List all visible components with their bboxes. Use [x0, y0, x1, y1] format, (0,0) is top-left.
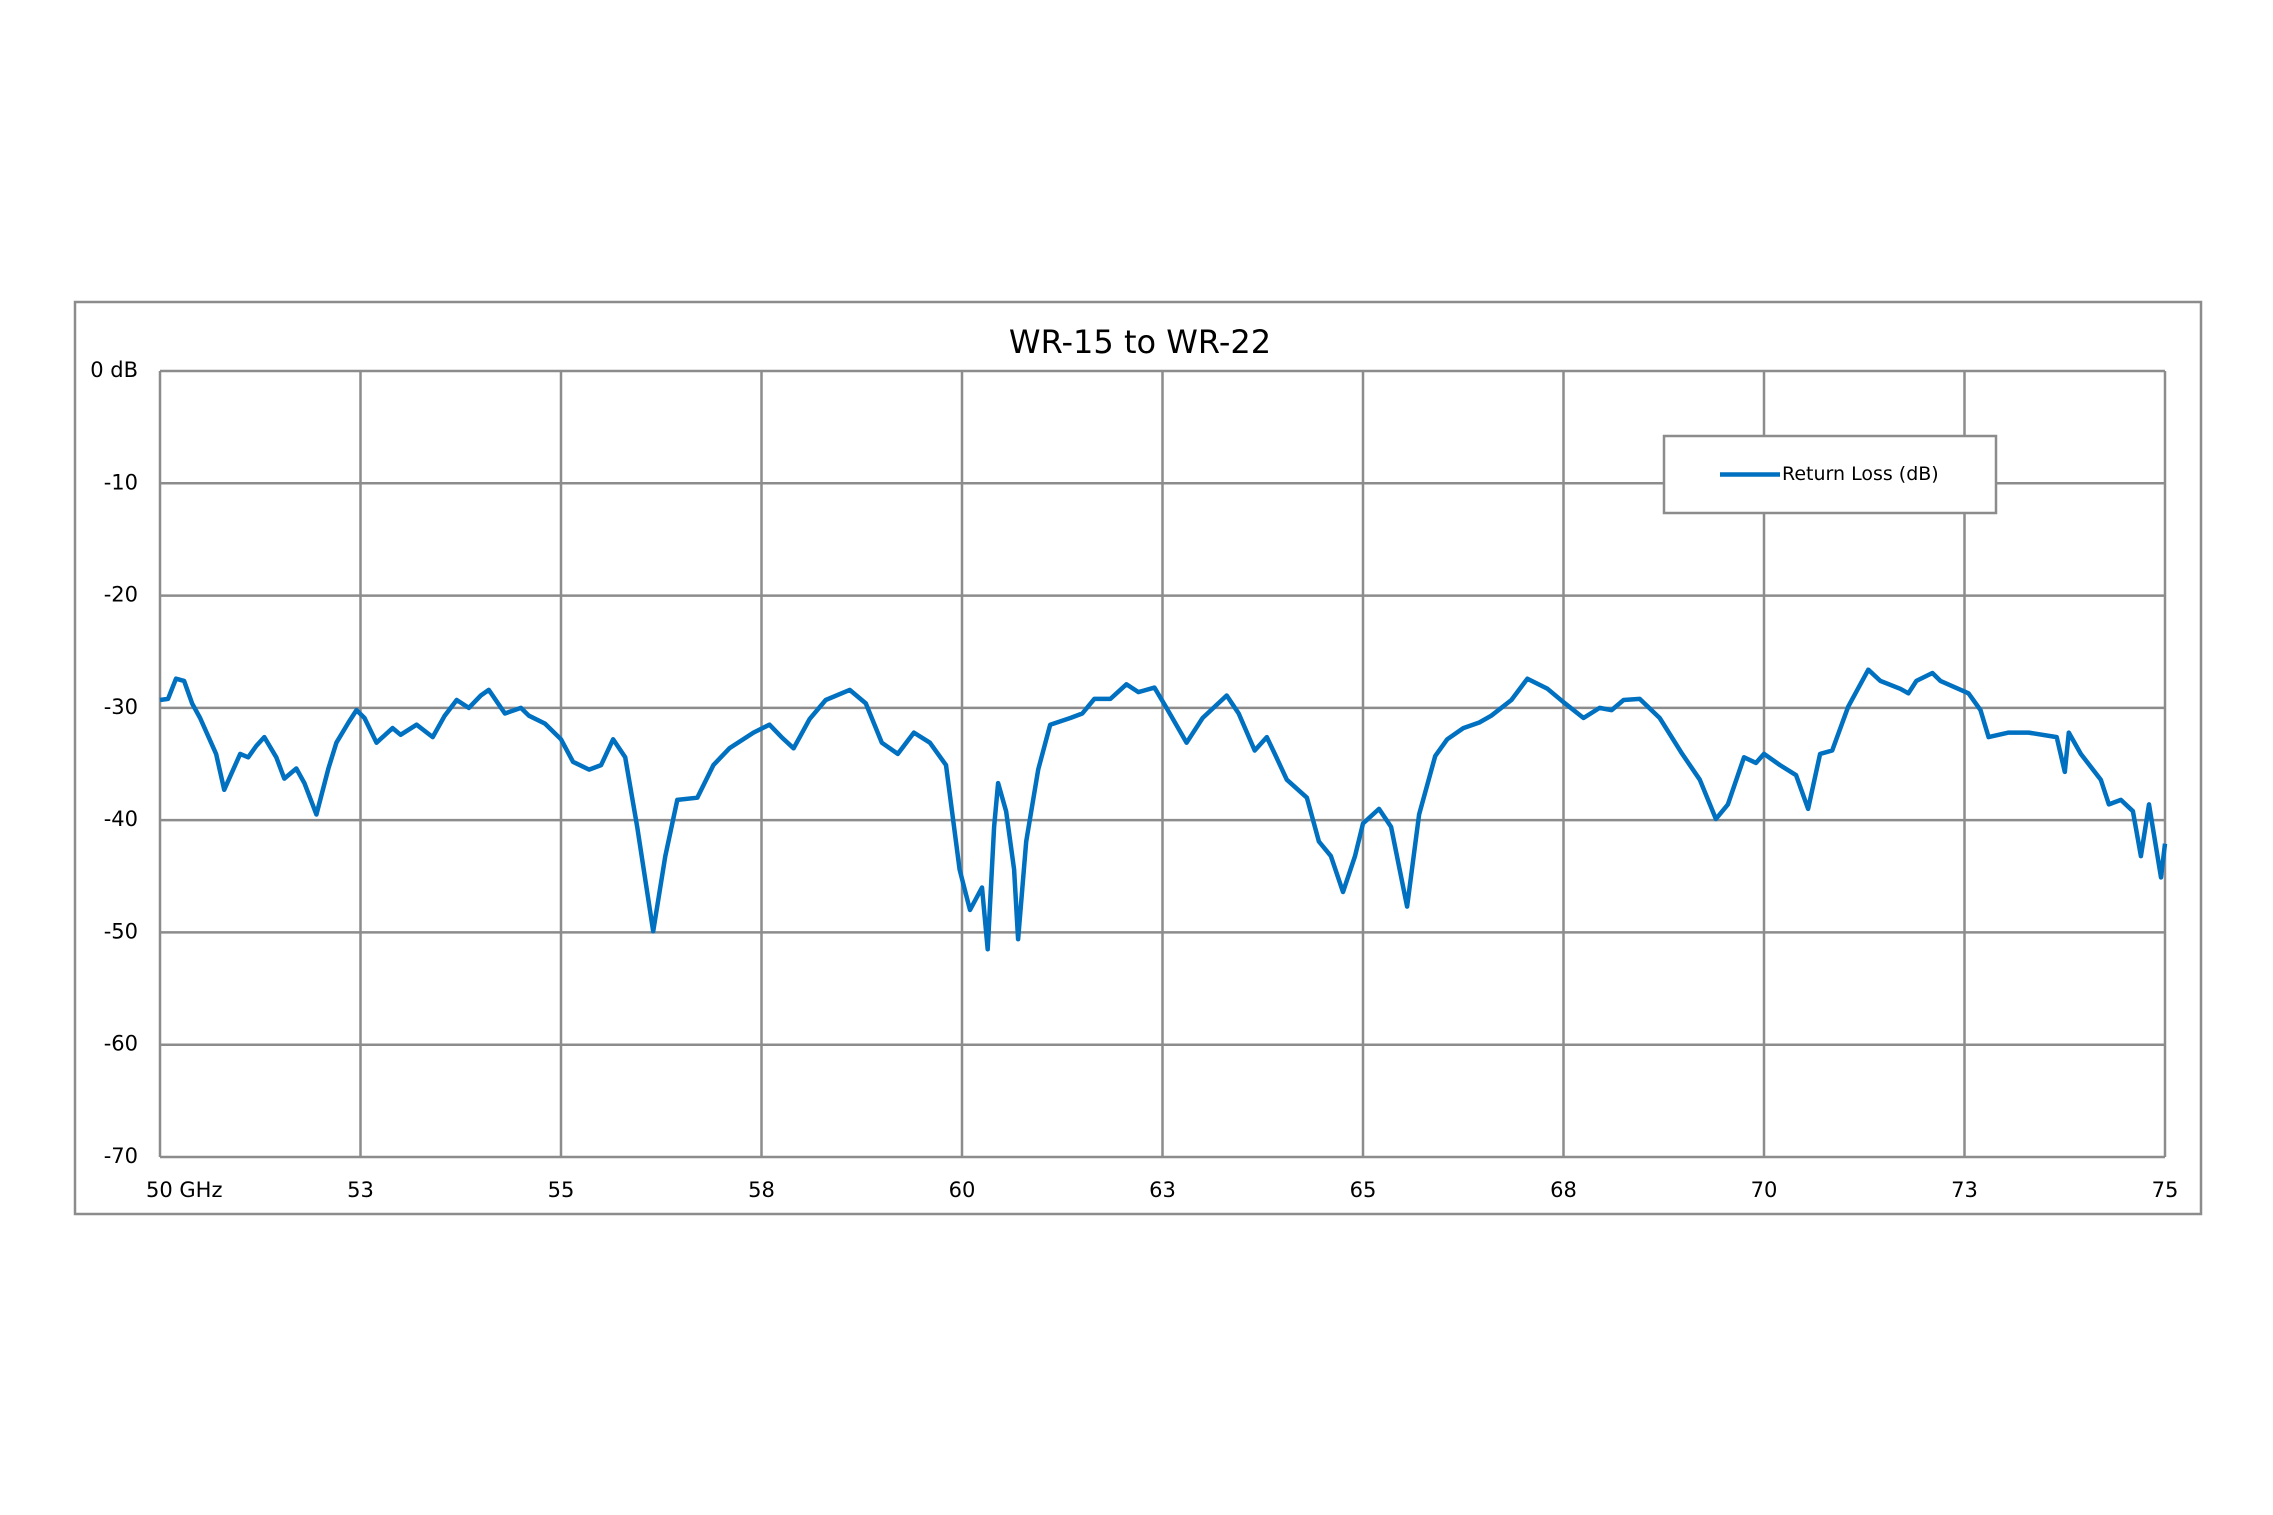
- x-tick-label: 65: [1350, 1178, 1377, 1202]
- y-tick-label: -30: [104, 695, 138, 719]
- y-tick-label: -60: [104, 1032, 138, 1056]
- y-tick-label: -10: [104, 470, 138, 494]
- y-tick-label: -70: [104, 1144, 138, 1168]
- x-tick-label: 58: [748, 1178, 775, 1202]
- x-tick-label: 60: [949, 1178, 976, 1202]
- legend-label: Return Loss (dB): [1782, 463, 1939, 485]
- data-line: [159, 667, 2168, 952]
- x-tick-label: 75: [2152, 1178, 2179, 1202]
- x-tick-label: 68: [1550, 1178, 1577, 1202]
- x-tick-label: 53: [347, 1178, 374, 1202]
- x-tick-label: 55: [548, 1178, 575, 1202]
- y-tick-label: -40: [104, 807, 138, 831]
- y-tick-label: -20: [104, 583, 138, 607]
- x-tick-label: 50 GHz: [146, 1178, 222, 1202]
- chart-title: WR-15 to WR-22: [1009, 323, 1271, 361]
- x-tick-label: 63: [1149, 1178, 1176, 1202]
- legend-box: [1662, 434, 1998, 515]
- y-tick-label: -50: [104, 919, 138, 943]
- y-tick-label: 0 dB: [90, 358, 138, 382]
- x-tick-label: 73: [1951, 1178, 1978, 1202]
- x-tick-label: 70: [1751, 1178, 1778, 1202]
